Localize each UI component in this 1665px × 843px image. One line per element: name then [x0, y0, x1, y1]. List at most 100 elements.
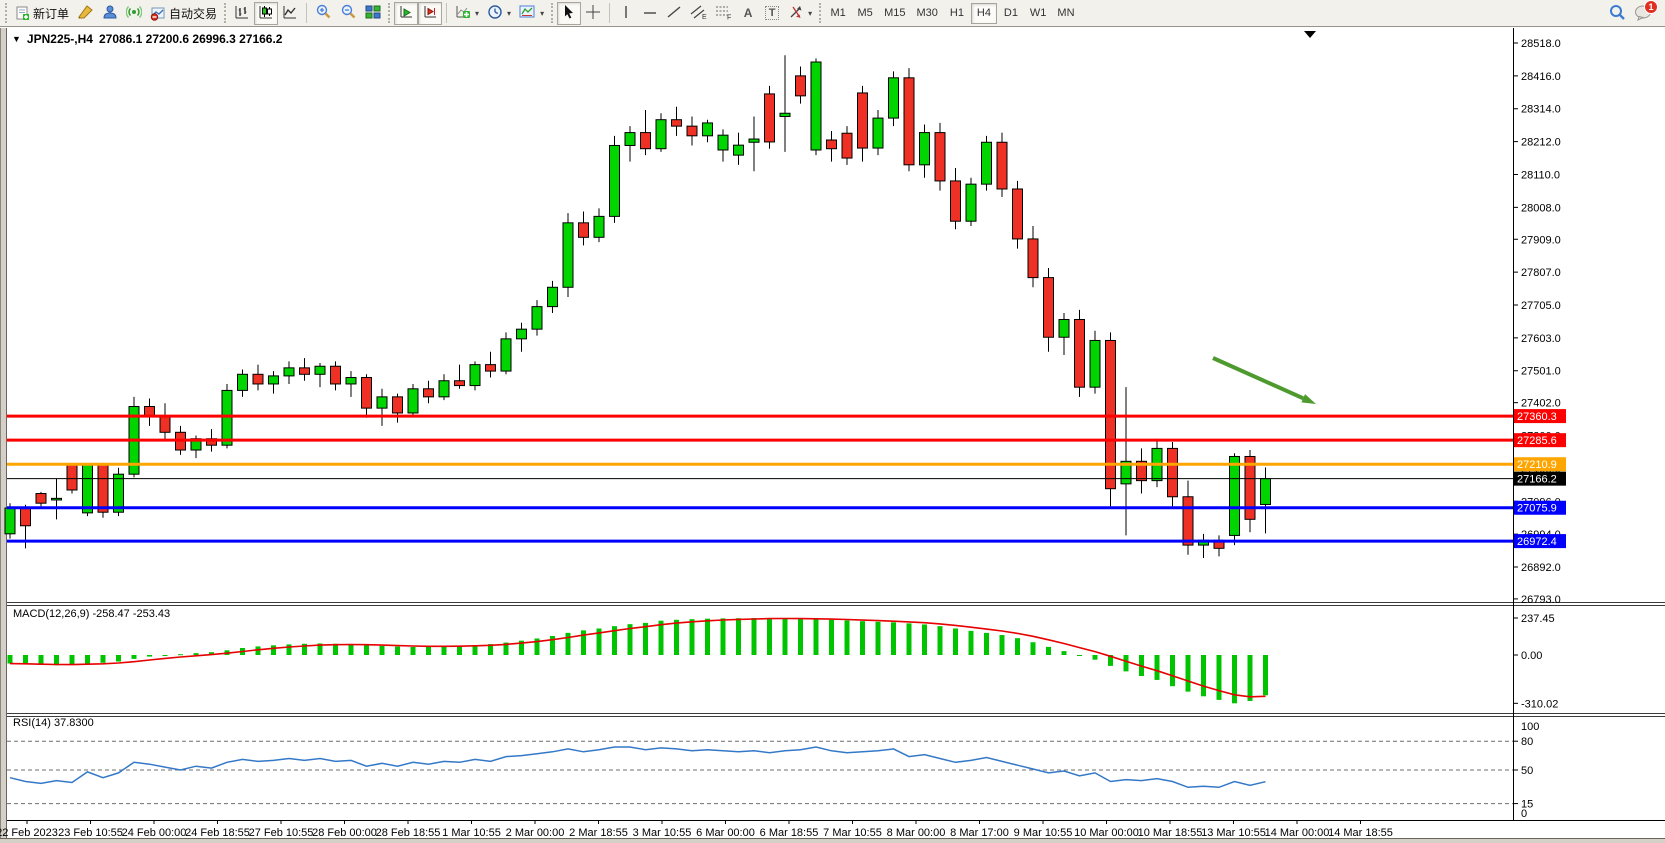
macd-bar [472, 645, 478, 655]
templates-button[interactable]: ▾ [515, 2, 548, 25]
search-button[interactable] [1604, 2, 1630, 25]
vertical-line-tool-button[interactable] [614, 2, 638, 25]
toolbar-drag-handle[interactable] [224, 3, 227, 23]
trendline-tool-button[interactable] [662, 2, 686, 25]
templates-dropdown-caret[interactable]: ▾ [540, 8, 545, 18]
macd-bar [255, 646, 261, 655]
timeframe-m15-button[interactable]: M15 [879, 3, 910, 24]
fibonacci-tool-button[interactable]: F [711, 2, 736, 25]
timeframe-w1-button[interactable]: W1 [1025, 3, 1052, 24]
metaeditor-icon [77, 4, 94, 23]
text-tool-button[interactable]: A [736, 2, 760, 25]
chart-shift-button[interactable] [418, 1, 443, 25]
trendline-icon [666, 4, 682, 23]
arrows-tool-button[interactable]: ▾ [784, 2, 816, 25]
symbol-dropdown-icon[interactable]: ▼ [12, 34, 21, 44]
svg-text:28416.0: 28416.0 [1521, 71, 1561, 83]
timeframe-h4-button[interactable]: H4 [970, 2, 997, 24]
timeframe-mn-button[interactable]: MN [1052, 3, 1079, 24]
periods-dropdown-caret[interactable]: ▾ [507, 8, 512, 18]
templates-icon [519, 4, 536, 23]
arrows-dropdown-caret[interactable]: ▾ [808, 8, 813, 18]
timeframe-m5-button[interactable]: M5 [852, 3, 878, 24]
community-button[interactable] [98, 2, 122, 25]
window-bottom-border [0, 838, 1665, 843]
macd-bar [271, 645, 276, 655]
timeframe-m1-button[interactable]: M1 [825, 3, 851, 24]
line-chart-mode-button[interactable] [278, 2, 302, 25]
vertical-line-icon [621, 4, 631, 23]
bar-chart-icon [234, 4, 250, 23]
macd-bar [364, 645, 369, 655]
timeframe-h1-button[interactable]: H1 [944, 3, 970, 24]
svg-text:26892.0: 26892.0 [1521, 562, 1561, 574]
zoom-out-button[interactable] [336, 2, 361, 25]
equidistant-channel-tool-button[interactable]: E [686, 2, 711, 25]
svg-text:14 Mar 00:00: 14 Mar 00:00 [1265, 827, 1330, 839]
chart-shift-marker[interactable] [1304, 31, 1316, 38]
timeframe-m30-button[interactable]: M30 [912, 3, 943, 24]
macd-bar [1201, 655, 1206, 697]
zoom-in-button[interactable] [311, 2, 336, 25]
macd-bar [798, 618, 803, 655]
svg-text:10 Mar 00:00: 10 Mar 00:00 [1074, 827, 1139, 839]
macd-bar [643, 622, 648, 655]
svg-text:27075.9: 27075.9 [1517, 503, 1557, 515]
tile-windows-button[interactable] [361, 2, 385, 25]
metaeditor-button[interactable] [73, 2, 98, 25]
macd-bar [736, 618, 741, 655]
periods-button[interactable]: ▾ [483, 2, 515, 25]
candle [609, 144, 620, 217]
svg-text:27501.0: 27501.0 [1521, 366, 1561, 378]
candle [1229, 455, 1240, 536]
macd-bar [1185, 655, 1191, 692]
text-label-tool-button[interactable]: T [760, 2, 784, 25]
macd-bar [767, 617, 772, 655]
candle [113, 473, 124, 513]
timeframe-d1-button[interactable]: D1 [998, 3, 1024, 24]
indicators-dropdown-caret[interactable]: ▾ [475, 8, 480, 18]
auto-scroll-button[interactable] [394, 1, 419, 25]
macd-bar [395, 646, 400, 655]
candlestick-mode-button[interactable] [254, 1, 279, 25]
toolbar-drag-handle[interactable] [551, 3, 554, 23]
macd-bar [302, 643, 307, 655]
toolbar-drag-handle[interactable] [819, 3, 822, 23]
candle [748, 138, 760, 143]
macd-bar [627, 624, 633, 655]
window-left-border [0, 28, 7, 843]
macd-bar [23, 655, 28, 665]
new-order-button[interactable]: 新订单 [11, 2, 73, 25]
crosshair-tool-button[interactable] [581, 2, 605, 25]
candle [51, 497, 62, 501]
candle [330, 365, 341, 385]
candle [237, 373, 248, 391]
macd-bar [457, 645, 462, 655]
price-level-tag: 27285.6 [1514, 433, 1566, 448]
macd-bar [1263, 655, 1268, 696]
toolbar-separator [609, 3, 611, 23]
indicators-button[interactable]: ▾ [451, 2, 483, 25]
bar-chart-mode-button[interactable] [230, 2, 254, 25]
candlestick-icon [258, 4, 274, 23]
autotrading-button[interactable]: 自动交易 [146, 2, 221, 25]
toolbar-drag-handle[interactable] [388, 3, 391, 23]
macd-bar [565, 632, 571, 655]
candle [35, 493, 47, 504]
cursor-tool-button[interactable] [557, 1, 582, 25]
macd-bar [286, 644, 292, 655]
price-level-tag: 27360.3 [1514, 409, 1566, 424]
macd-bar [999, 635, 1005, 655]
price-level-tag: 26972.4 [1514, 534, 1566, 549]
notifications-button[interactable]: 1 [1630, 0, 1658, 25]
signals-button[interactable] [122, 2, 146, 25]
svg-text:6 Mar 00:00: 6 Mar 00:00 [696, 827, 755, 839]
arrow-annotation[interactable] [1212, 356, 1316, 404]
macd-bar [1046, 646, 1051, 655]
macd-bar [689, 619, 695, 655]
candle [1120, 460, 1132, 485]
chart-canvas[interactable]: 28518.0 28416.0 28314.0 28212.0 28110.0 28008… [0, 28, 1665, 843]
macd-signal-line [9, 617, 1266, 698]
toolbar-drag-handle[interactable] [5, 3, 7, 23]
horizontal-line-tool-button[interactable] [638, 2, 662, 25]
